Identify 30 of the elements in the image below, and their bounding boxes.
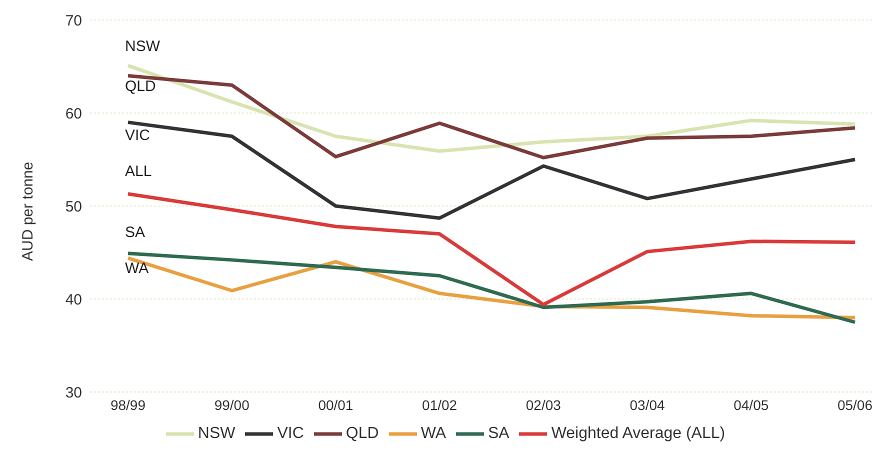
annotation: NSW: [125, 38, 160, 55]
line-series: [126, 64, 857, 153]
annotation: VIC: [125, 127, 150, 144]
x-tick-label: 03/04: [630, 396, 666, 413]
y-tick-label: 50: [65, 198, 82, 216]
x-tick-label: 01/02: [422, 396, 458, 413]
y-axis-title: AUD per tonne: [19, 162, 36, 261]
annotation: WA: [125, 260, 149, 277]
x-tick-label: 99/00: [214, 396, 250, 413]
y-tick-label: 40: [65, 291, 82, 308]
annotation: QLD: [125, 78, 156, 95]
legend-label: Weighted Average (ALL): [551, 425, 726, 442]
x-tick-label: 05/06: [837, 396, 873, 413]
legend-label: QLD: [346, 425, 379, 442]
x-tick-label: 98/99: [110, 396, 146, 413]
legend-label: WA: [420, 425, 446, 442]
line-series: [126, 120, 857, 220]
legend-label: VIC: [277, 425, 304, 442]
y-tick-label: 60: [65, 105, 82, 122]
legend-label: NSW: [198, 425, 236, 442]
annotation: SA: [125, 224, 146, 241]
y-tick-label: 30: [65, 384, 82, 402]
x-tick-label: 04/05: [734, 396, 769, 413]
line-series: [126, 74, 857, 160]
x-tick-label: 00/01: [318, 396, 354, 413]
y-tick-label: 70: [65, 12, 82, 30]
line-series: [126, 192, 857, 306]
x-tick-label: 02/03: [526, 396, 562, 413]
legend-label: SA: [488, 425, 510, 442]
annotation: ALL: [125, 163, 152, 180]
